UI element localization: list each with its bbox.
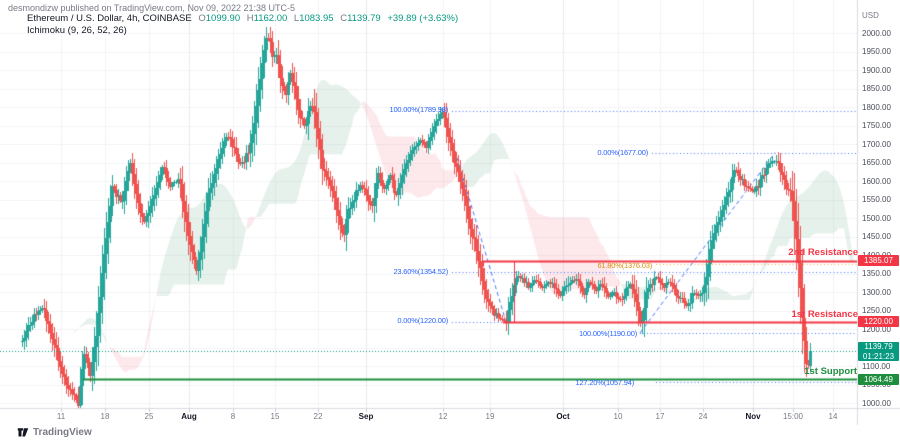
high-value: 1162.00 (253, 13, 288, 24)
usd-label: USD (862, 11, 879, 20)
time-tick-label: Sep (358, 412, 374, 421)
price-tick-label: 1000.00 (862, 398, 891, 408)
low-label: L (293, 13, 300, 24)
time-tick-label: Aug (181, 412, 197, 421)
indicator-title: Ichimoku (9, 26, 52, 26) (27, 25, 127, 36)
price-badge-support-1: 1064.49 (858, 374, 899, 385)
price-tick-label: 1800.00 (862, 102, 891, 112)
time-tick-label: 24 (698, 412, 708, 421)
time-tick-label: 15:00 (782, 412, 804, 421)
time-tick-label: 11 (56, 412, 66, 421)
time-tick-label: 8 (230, 412, 236, 421)
resistance-2-label: 2nd Resistance (788, 247, 858, 258)
time-tick-label: 10 (613, 412, 623, 421)
price-tick-label: 2000.00 (862, 28, 891, 38)
price-tick-label: 1900.00 (862, 65, 891, 75)
price-tick-label: 1300.00 (862, 287, 891, 297)
price-tick-label: 1850.00 (862, 84, 891, 94)
support-1-label: 1st Support (804, 366, 857, 377)
price-tick-label: 1750.00 (862, 121, 891, 131)
time-tick-label: 12 (438, 412, 448, 421)
tradingview-logo-text: TradingView (33, 426, 92, 438)
time-tick-label: 14 (828, 412, 838, 421)
symbol-header: Ethereum / U.S. Dollar, 4h, COINBASE O10… (27, 13, 458, 24)
fib-label-100pct-1190: 100.00%(1190.00) (579, 329, 637, 338)
close-value: 1139.79 (347, 13, 381, 24)
price-tick-label: 1550.00 (862, 195, 891, 205)
price-tick-label: 1100.00 (862, 361, 891, 371)
high-label: H (246, 13, 254, 24)
tradingview-logo-icon (17, 428, 29, 437)
fib-label-61-8pct-1376: 61.80%(1376.03) (597, 261, 652, 270)
candle-countdown: 01:21:23 (862, 351, 895, 361)
fib-label-0pct-1677: 0.00%(1677.00) (597, 148, 648, 157)
price-tick-label: 1350.00 (862, 269, 891, 279)
close-label: C (340, 13, 348, 24)
fib-label-0pct-1220: 0.00%(1220.00) (397, 316, 448, 325)
open-value: 1099.90 (205, 13, 241, 24)
price-tick-label: 1500.00 (862, 213, 891, 223)
time-tick-label: 15 (270, 412, 280, 421)
time-tick-label: 17 (655, 412, 665, 421)
open-label: O (198, 13, 206, 24)
price-tick-label: 1650.00 (862, 158, 891, 168)
time-tick-label: 22 (313, 412, 323, 421)
time-tick-label: 19 (485, 412, 495, 421)
time-tick-label: 18 (100, 412, 110, 421)
time-tick-label: 25 (144, 412, 154, 421)
price-badge-current: 1139.79 01:21:23 (858, 342, 899, 361)
price-tick-label: 1450.00 (862, 232, 891, 242)
price-tick-label: 1950.00 (862, 47, 891, 57)
time-tick-label: Oct (556, 412, 570, 421)
current-price-value: 1139.79 (864, 342, 893, 351)
tradingview-logo[interactable]: TradingView (17, 426, 92, 438)
price-tick-label: 1600.00 (862, 176, 891, 186)
fib-label-127-2pct-1057: 127.20%(1057.94) (575, 378, 634, 387)
symbol-title: Ethereum / U.S. Dollar, 4h, COINBASE (27, 13, 192, 24)
price-tick-label: 1200.00 (862, 324, 891, 334)
fib-label-23-6pct-1354: 23.60%(1354.52) (393, 267, 448, 276)
time-tick-label: Nov (745, 412, 761, 421)
resistance-1-label: 1st Resistance (791, 309, 858, 320)
fib-label-100pct-1789: 100.00%(1789.98) (389, 105, 448, 114)
price-badge-resistance-2: 1385.07 (858, 255, 899, 266)
attribution-text: desmondizw published on TradingView.com,… (8, 3, 295, 13)
change-value: +39.89 (+3.63%) (387, 13, 459, 24)
price-badge-resistance-1: 1220.00 (858, 316, 899, 327)
price-tick-label: 1250.00 (862, 306, 891, 316)
price-tick-label: 1700.00 (862, 139, 891, 149)
low-value: 1083.95 (299, 13, 334, 24)
